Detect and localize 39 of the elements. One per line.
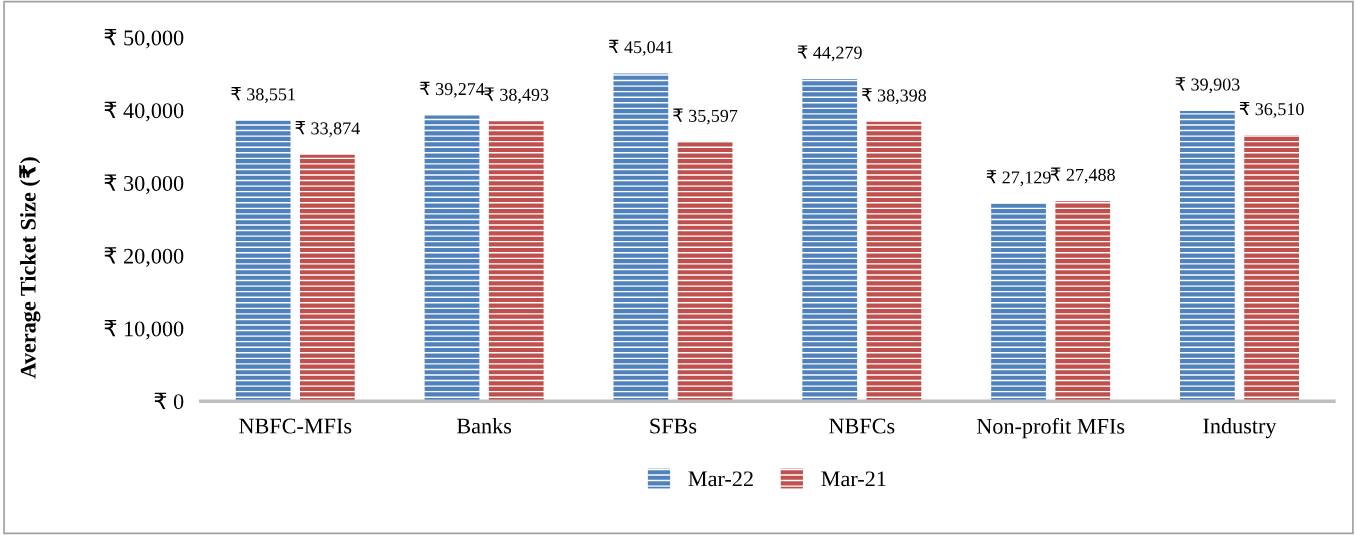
bar <box>866 121 922 402</box>
bar <box>1055 201 1111 402</box>
data-label: ₹ 38,493 <box>484 87 549 104</box>
data-label: ₹ 38,398 <box>862 88 927 105</box>
legend-label: Mar-21 <box>821 471 886 487</box>
data-label: ₹ 39,274 <box>420 81 485 98</box>
bar <box>1244 135 1299 402</box>
x-tick-label: SFBs <box>650 418 697 434</box>
legend-label: Mar-22 <box>688 471 753 487</box>
data-label: ₹ 44,279 <box>797 45 862 62</box>
data-label: ₹ 27,129 <box>986 170 1051 187</box>
data-label: ₹ 45,041 <box>608 39 673 56</box>
bar <box>488 121 544 402</box>
bar <box>1180 110 1235 402</box>
data-label: ₹ 35,597 <box>673 108 738 125</box>
x-tick-label: NBFCs <box>829 418 895 434</box>
x-tick-label: Banks <box>456 417 512 434</box>
data-label: ₹ 39,903 <box>1175 77 1240 94</box>
bar <box>677 142 733 402</box>
data-label: ₹ 33,874 <box>295 121 360 138</box>
data-label: ₹ 27,488 <box>1050 167 1115 184</box>
bar <box>802 79 858 402</box>
bar <box>613 73 669 402</box>
bar <box>424 115 480 402</box>
y-axis-title: Average Ticket Size (₹) <box>19 157 41 379</box>
y-tick-label: ₹ 20,000 <box>104 247 184 267</box>
y-tick-label: ₹ 10,000 <box>104 320 184 340</box>
bar <box>235 120 291 402</box>
y-tick-label: ₹ 30,000 <box>104 174 184 195</box>
bar <box>991 203 1046 402</box>
y-tick-label: ₹ 40,000 <box>104 101 184 122</box>
data-label: ₹ 38,551 <box>231 87 295 104</box>
y-tick-label: ₹ 50,000 <box>104 28 184 49</box>
bar <box>299 154 355 402</box>
data-label: ₹ 36,510 <box>1239 101 1304 118</box>
x-tick-label: NBFC-MFIs <box>239 418 352 434</box>
x-tick-label: Non-profit MFIs <box>976 417 1125 439</box>
x-tick-label: Industry <box>1203 417 1277 439</box>
y-tick-label: ₹ 0 <box>154 392 184 410</box>
